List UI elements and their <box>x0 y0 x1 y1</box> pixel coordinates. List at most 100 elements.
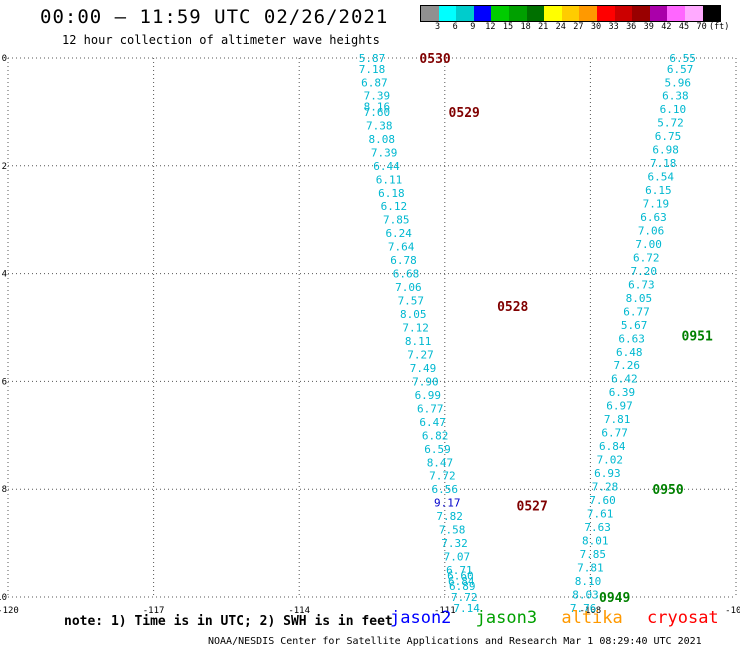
y-tick-label: -6 <box>0 377 7 387</box>
wave-height-label: 7.82 <box>436 510 463 523</box>
wave-height-label: 7.39 <box>364 90 391 103</box>
wave-height-label: 8.05 <box>400 308 427 321</box>
wave-height-label: 6.24 <box>385 227 412 240</box>
wave-height-label: 6.71 <box>446 564 473 577</box>
y-tick-label: -2 <box>0 162 7 172</box>
color-swatch <box>579 6 597 21</box>
wave-height-label: 7.81 <box>577 561 604 574</box>
legend-altika: altika <box>561 608 623 628</box>
color-swatch <box>544 6 562 21</box>
color-scale-label: 27 <box>573 22 584 32</box>
wave-height-color-scale <box>420 5 722 22</box>
wave-height-label: 7.49 <box>410 362 437 375</box>
color-swatch <box>421 6 439 21</box>
color-scale-label: 12 <box>485 22 496 32</box>
wave-height-label: 6.10 <box>660 103 687 116</box>
color-scale-label: 45 <box>678 22 690 32</box>
wave-height-label: 5.67 <box>621 319 648 332</box>
color-scale-label: 39 <box>643 22 654 32</box>
wave-height-label: 7.64 <box>388 241 415 254</box>
wave-height-label: 7.06 <box>395 281 422 294</box>
wave-height-label: 8.11 <box>405 335 432 348</box>
satellite-legend: jason2 jason3 altika cryosat s3a <box>390 608 740 628</box>
wave-height-label: 6.93 <box>594 467 621 480</box>
y-tick-label: -4 <box>0 270 7 280</box>
wave-height-label: 6.77 <box>623 305 650 318</box>
color-scale-label: 6 <box>452 22 458 32</box>
time-annotation: 0529 <box>449 106 480 121</box>
color-scale-label: 9 <box>470 22 476 32</box>
wave-height-label: 7.18 <box>650 157 677 170</box>
wave-height-label: 8.01 <box>582 534 609 547</box>
color-scale-label: 33 <box>608 22 619 32</box>
color-swatch <box>456 6 474 21</box>
wave-height-label: 6.54 <box>648 171 675 184</box>
color-swatch <box>667 6 685 21</box>
color-swatch <box>684 6 703 21</box>
wave-height-label: 7.39 <box>371 146 398 159</box>
x-tick-label: -108 <box>580 606 602 616</box>
wave-height-label: 6.63 <box>640 211 667 224</box>
wave-height-label: 6.82 <box>422 429 449 442</box>
x-tick-label: -117 <box>143 606 165 616</box>
wave-height-label: 7.38 <box>366 119 393 132</box>
x-tick-label: -120 <box>0 606 19 616</box>
wave-height-label: 6.15 <box>645 184 672 197</box>
wave-height-label: 7.02 <box>597 454 624 467</box>
wave-height-label: 6.77 <box>601 427 628 440</box>
wave-height-label: 6.60 <box>447 569 474 582</box>
wave-height-label: 7.07 <box>444 551 471 564</box>
color-scale-label: 36 <box>626 22 637 32</box>
color-swatch <box>561 6 580 21</box>
wave-height-label: 6.89 <box>449 580 476 593</box>
wave-height-label: 7.32 <box>441 537 468 550</box>
wave-height-label: 6.18 <box>378 187 405 200</box>
wave-height-label: 8.47 <box>427 456 454 469</box>
color-scale-label: 70 <box>696 22 707 32</box>
x-tick-label: -105 <box>725 606 740 616</box>
color-scale-label: 42 <box>661 22 672 32</box>
color-swatch <box>473 6 492 21</box>
wave-height-label: 5.96 <box>665 76 692 89</box>
wave-height-label: 6.12 <box>381 200 408 213</box>
y-tick-label: -10 <box>0 593 7 603</box>
time-annotation: 0949 <box>599 591 630 606</box>
wave-height-label: 6.57 <box>667 63 694 76</box>
wave-height-label: 6.77 <box>417 402 444 415</box>
color-scale-label: 24 <box>555 22 566 32</box>
color-swatch <box>596 6 615 21</box>
time-annotation: 0950 <box>652 483 683 498</box>
wave-height-label: 7.85 <box>580 548 607 561</box>
wave-height-label: 6.59 <box>424 443 451 456</box>
wave-height-labels: 5.877.186.877.398.167.607.388.087.396.44… <box>359 52 740 615</box>
wave-height-label: 5.72 <box>657 117 684 130</box>
wave-height-label: 7.57 <box>398 295 425 308</box>
wave-height-label: 7.81 <box>604 413 631 426</box>
wave-height-label: 8.08 <box>368 133 395 146</box>
wave-height-label: 7.63 <box>584 521 611 534</box>
legend-jason2: jason2 <box>390 608 452 628</box>
wave-height-label: 7.28 <box>592 481 619 494</box>
wave-height-label: 6.38 <box>662 90 689 103</box>
wave-height-label: 7.14 <box>453 602 480 615</box>
wave-height-label: 6.39 <box>609 386 636 399</box>
wave-height-label: 5.87 <box>359 52 386 65</box>
wave-height-label: 6.87 <box>361 76 388 89</box>
color-swatch <box>508 6 527 21</box>
wave-height-label: 7.00 <box>635 238 662 251</box>
credit-line: NOAA/NESDIS Center for Satellite Applica… <box>208 636 702 647</box>
wave-height-label: 7.06 <box>638 224 665 237</box>
wave-height-label: 6.44 <box>373 160 400 173</box>
color-scale-label: 3 <box>435 22 441 32</box>
y-tick-label: 0 <box>2 54 7 64</box>
color-scale-label: (ft) <box>708 22 730 32</box>
plot-note: note: 1) Time is in UTC; 2) SWH is in fe… <box>64 614 393 629</box>
wave-height-label: 6.68 <box>393 268 420 281</box>
wave-height-label: 6.72 <box>633 251 660 264</box>
wave-height-label: 7.19 <box>643 198 670 211</box>
wave-height-label: 6.97 <box>606 400 633 413</box>
wave-height-label: 7.20 <box>631 265 658 278</box>
wave-height-label: 7.60 <box>364 106 391 119</box>
time-annotation: 0527 <box>517 499 548 514</box>
wave-height-label: 7.72 <box>429 470 456 483</box>
